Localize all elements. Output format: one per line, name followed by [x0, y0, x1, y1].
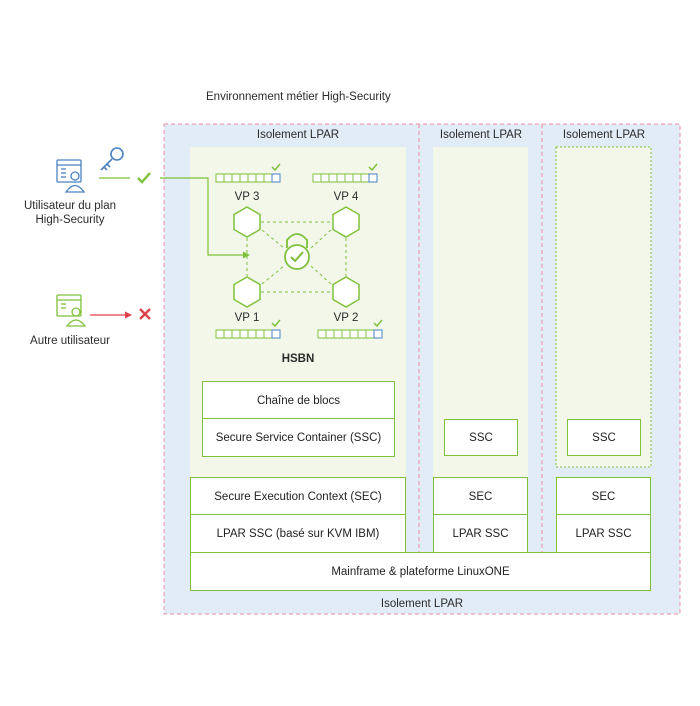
- hsbn-connections: [246, 221, 347, 293]
- access-denied-icon: [139, 308, 151, 320]
- hs-user-icon: [56, 159, 86, 193]
- vp1-label: VP 1: [234, 312, 260, 324]
- outer-dashed-border: [163, 123, 681, 615]
- vp2-status-bar: [317, 319, 383, 339]
- blockchain-box: Chaîne de blocs: [202, 381, 395, 420]
- lpar3-inner-area: [555, 146, 652, 468]
- vp4-status-bar: [312, 163, 378, 183]
- sec-box-lpar3: SEC: [556, 477, 651, 516]
- lpar-ssc-box-lpar2: LPAR SSC: [433, 514, 528, 553]
- hsbn-label: HSBN: [281, 353, 315, 365]
- sec-box-lpar2: SEC: [433, 477, 528, 516]
- ssc-box-lpar3: SSC: [567, 419, 641, 456]
- vp1-status-bar: [215, 319, 281, 339]
- hexagon-icon: [233, 206, 261, 238]
- mainframe-box: Mainframe & plateforme LinuxONE: [190, 552, 651, 591]
- access-granted-icon: [137, 172, 151, 184]
- hexagon-icon: [332, 276, 360, 308]
- key-icon: [100, 147, 124, 171]
- other-user-icon: [56, 294, 87, 327]
- hs-access-arrowhead: [243, 251, 250, 259]
- vp4-label: VP 4: [333, 191, 359, 203]
- lpar2-title: Isolement LPAR: [439, 129, 523, 141]
- ssc-box-lpar2: SSC: [444, 419, 518, 456]
- hs-access-arrow: [160, 177, 246, 256]
- hexagon-icon: [233, 276, 261, 308]
- vp2-label: VP 2: [333, 312, 359, 324]
- ssc-box-lpar1: Secure Service Container (SSC): [202, 418, 395, 457]
- lock-icon: [284, 233, 310, 270]
- other-user-label: Autre utilisateur: [30, 335, 110, 347]
- hs-user-label-line2: High-Security: [35, 214, 105, 226]
- vp3-status-bar: [215, 163, 281, 183]
- outer-lpar-label: Isolement LPAR: [380, 598, 464, 610]
- hexagon-icon: [332, 206, 360, 238]
- lpar-ssc-box-lpar1: LPAR SSC (basé sur KVM IBM): [190, 514, 406, 553]
- environment-title: Environnement métier High-Security: [206, 91, 391, 103]
- lpar3-title: Isolement LPAR: [562, 129, 646, 141]
- hs-user-label-line1: Utilisateur du plan: [23, 200, 117, 212]
- lpar-ssc-box-lpar3: LPAR SSC: [556, 514, 651, 553]
- lpar1-title: Isolement LPAR: [256, 129, 340, 141]
- other-user-arrowhead: [125, 311, 132, 319]
- vp3-label: VP 3: [234, 191, 260, 203]
- sec-box-lpar1: Secure Execution Context (SEC): [190, 477, 406, 516]
